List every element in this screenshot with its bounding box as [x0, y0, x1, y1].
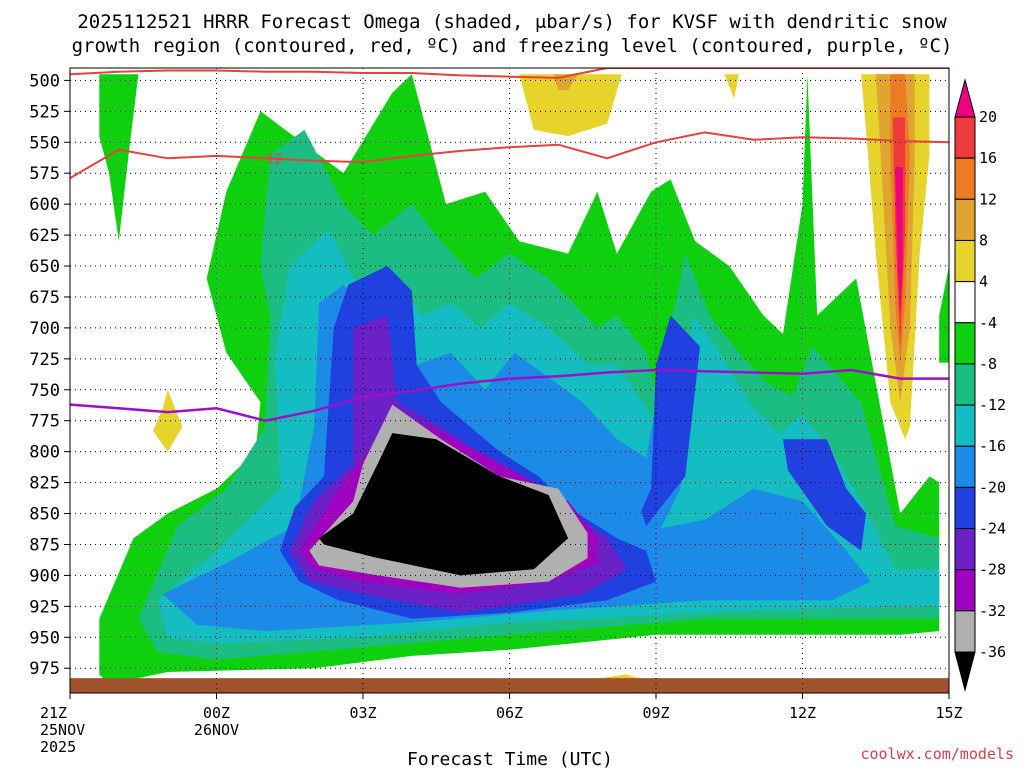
- chart-title-line-1: 2025112521 HRRR Forecast Omega (shaded, …: [77, 11, 947, 33]
- x-tick-label-3-0: 00Z: [203, 704, 230, 722]
- omega-region-12: [319, 433, 569, 576]
- y-tick-label-550: 550: [29, 133, 60, 153]
- colorbar-cap-bottom: [954, 651, 976, 692]
- x-axis-label: Forecast Time (UTC): [407, 749, 613, 768]
- x-tick-label-6-0: 03Z: [349, 704, 376, 722]
- colorbar-label-11: -28: [979, 561, 1006, 579]
- y-tick-label-675: 675: [29, 288, 60, 308]
- colorbar-swatch-10: [954, 486, 976, 530]
- colorbar-label-2: 12: [979, 190, 997, 208]
- x-tick-label-12-0: 09Z: [642, 704, 669, 722]
- omega-region-18: [519, 74, 622, 137]
- colorbar-swatch-7: [954, 363, 976, 406]
- colorbar-swatch-8: [954, 404, 976, 447]
- x-tick-label-9-0: 06Z: [496, 704, 523, 722]
- y-tick-label-925: 925: [29, 597, 60, 617]
- x-tick-label-0-1: 25NOV: [40, 721, 85, 739]
- omega-region-1: [99, 74, 139, 242]
- y-tick-label-775: 775: [29, 412, 60, 432]
- y-tick-label-575: 575: [29, 164, 60, 184]
- colorbar-label-3: 8: [979, 231, 988, 249]
- freezing-level-contour: [70, 368, 949, 422]
- colorbar-swatch-3: [954, 198, 976, 241]
- colorbar-label-1: 16: [979, 149, 997, 167]
- colorbar-label-4: 4: [979, 273, 988, 291]
- colorbar-label-10: -24: [979, 520, 1006, 538]
- dgz-contour-lower: [70, 68, 949, 79]
- y-tick-label-825: 825: [29, 474, 60, 494]
- credit-text: coolwx.com/models: [860, 745, 1014, 763]
- x-tick-label-0-2: 2025: [40, 738, 76, 756]
- chart-title-line-2: growth region (contoured, red, ºC) and f…: [72, 35, 953, 57]
- dgz-contour-upper: [70, 131, 949, 179]
- ground-fill: [70, 678, 949, 693]
- colorbar-label-12: -32: [979, 602, 1006, 620]
- colorbar-swatch-9: [954, 445, 976, 488]
- colorbar-swatch-12: [954, 569, 976, 612]
- colorbar-label-9: -20: [979, 478, 1006, 496]
- omega-region-20: [724, 74, 739, 99]
- colorbar-label-0: 20: [979, 108, 997, 126]
- omega-region-21: [153, 389, 183, 452]
- y-axis: 500 525 550 575 600 625 650 675 700 725 750 775 800 8…: [29, 71, 70, 679]
- colorbar-label-6: -8: [979, 355, 997, 373]
- colorbar-label-7: -12: [979, 396, 1006, 414]
- colorbar-swatch-6: [954, 322, 976, 365]
- y-tick-label-525: 525: [29, 102, 60, 122]
- colorbar-label-13: -36: [979, 643, 1006, 661]
- y-tick-label-725: 725: [29, 350, 60, 370]
- y-tick-label-975: 975: [29, 659, 60, 679]
- colorbar-swatch-5: [954, 281, 976, 324]
- omega-region-2: [939, 266, 949, 363]
- colorbar: 20 16 12 8 4 -4 -8 -12 -16 -20 -24 -28 -32 -36: [954, 78, 1006, 692]
- y-tick-label-900: 900: [29, 566, 60, 586]
- colorbar-label-8: -16: [979, 437, 1006, 455]
- y-tick-label-950: 950: [29, 628, 60, 648]
- dgz-contour-label: -12: [258, 152, 281, 167]
- colorbar-swatch-13: [954, 610, 976, 653]
- colorbar-swatch-2: [954, 157, 976, 200]
- y-tick-label-800: 800: [29, 443, 60, 463]
- colorbar-swatch-1: [954, 116, 976, 159]
- y-tick-label-700: 700: [29, 319, 60, 339]
- colorbar-label-5: -4: [979, 314, 997, 332]
- contour-lines: -12: [70, 68, 949, 422]
- y-tick-label-850: 850: [29, 505, 60, 525]
- colorbar-swatch-11: [954, 528, 976, 571]
- x-tick-label-15-0: 12Z: [789, 704, 816, 722]
- y-tick-label-600: 600: [29, 195, 60, 215]
- y-tick-label-650: 650: [29, 257, 60, 277]
- x-tick-label-0-0: 21Z: [40, 704, 67, 722]
- x-tick-label-3-1: 26NOV: [194, 721, 239, 739]
- y-tick-label-750: 750: [29, 381, 60, 401]
- omega-shading: [99, 74, 949, 685]
- y-tick-label-875: 875: [29, 535, 60, 555]
- ground-band: [70, 678, 949, 693]
- colorbar-swatch-4: [954, 239, 976, 283]
- colorbar-cap-top: [954, 78, 976, 118]
- y-tick-label-500: 500: [29, 71, 60, 91]
- y-tick-label-625: 625: [29, 226, 60, 246]
- omega-region-8: [783, 439, 866, 551]
- x-tick-label-18-0: 15Z: [935, 704, 962, 722]
